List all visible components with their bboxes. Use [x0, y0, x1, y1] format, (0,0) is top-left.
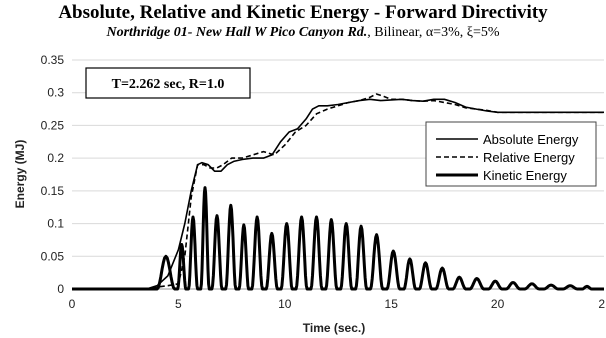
legend-label-absolute: Absolute Energy	[483, 132, 579, 147]
chart-title: Absolute, Relative and Kinetic Energy - …	[58, 2, 548, 23]
x-tick-label: 20	[491, 297, 505, 311]
series-absolute-energy	[72, 98, 604, 290]
x-tick-label: 10	[278, 297, 292, 311]
y-tick-label: 0.2	[47, 151, 64, 165]
x-tick-label: 15	[385, 297, 399, 311]
subtitle-details: , Bilinear, α=3%, ξ=5%	[367, 25, 500, 40]
annotation-box: T=2.262 sec, R=1.0	[85, 67, 251, 99]
y-tick-label: 0	[57, 282, 64, 296]
y-tick-label: 0.15	[41, 184, 65, 198]
tick-labels: 0 0.05 0.1 0.15 0.2 0.25 0.3 0.35 0 5 10 15 20 2	[41, 53, 606, 311]
legend-label-relative: Relative Energy	[483, 150, 575, 165]
legend-label-kinetic: Kinetic Energy	[483, 168, 567, 183]
legend: Absolute Energy Relative Energy Kinetic …	[425, 121, 597, 187]
plot-area	[72, 93, 604, 291]
x-axis-label: Time (sec.)	[303, 321, 365, 335]
x-tick-label: 2	[598, 297, 605, 311]
y-tick-label: 0.3	[47, 86, 64, 100]
y-axis-label: Energy (MJ)	[13, 140, 27, 209]
y-tick-label: 0.35	[41, 53, 65, 67]
series-kinetic-energy	[72, 186, 604, 291]
annotation-text: T=2.262 sec, R=1.0	[112, 77, 225, 92]
subtitle-record: Northridge 01- New Hall W Pico Canyon Rd…	[106, 25, 368, 40]
x-tick-label: 5	[175, 297, 182, 311]
y-tick-label: 0.25	[41, 118, 65, 132]
x-tick-label: 0	[69, 297, 76, 311]
chart-subtitle: Northridge 01- New Hall W Pico Canyon Rd…	[0, 25, 606, 41]
y-tick-label: 0.05	[41, 249, 65, 263]
y-tick-label: 0.1	[47, 217, 64, 231]
